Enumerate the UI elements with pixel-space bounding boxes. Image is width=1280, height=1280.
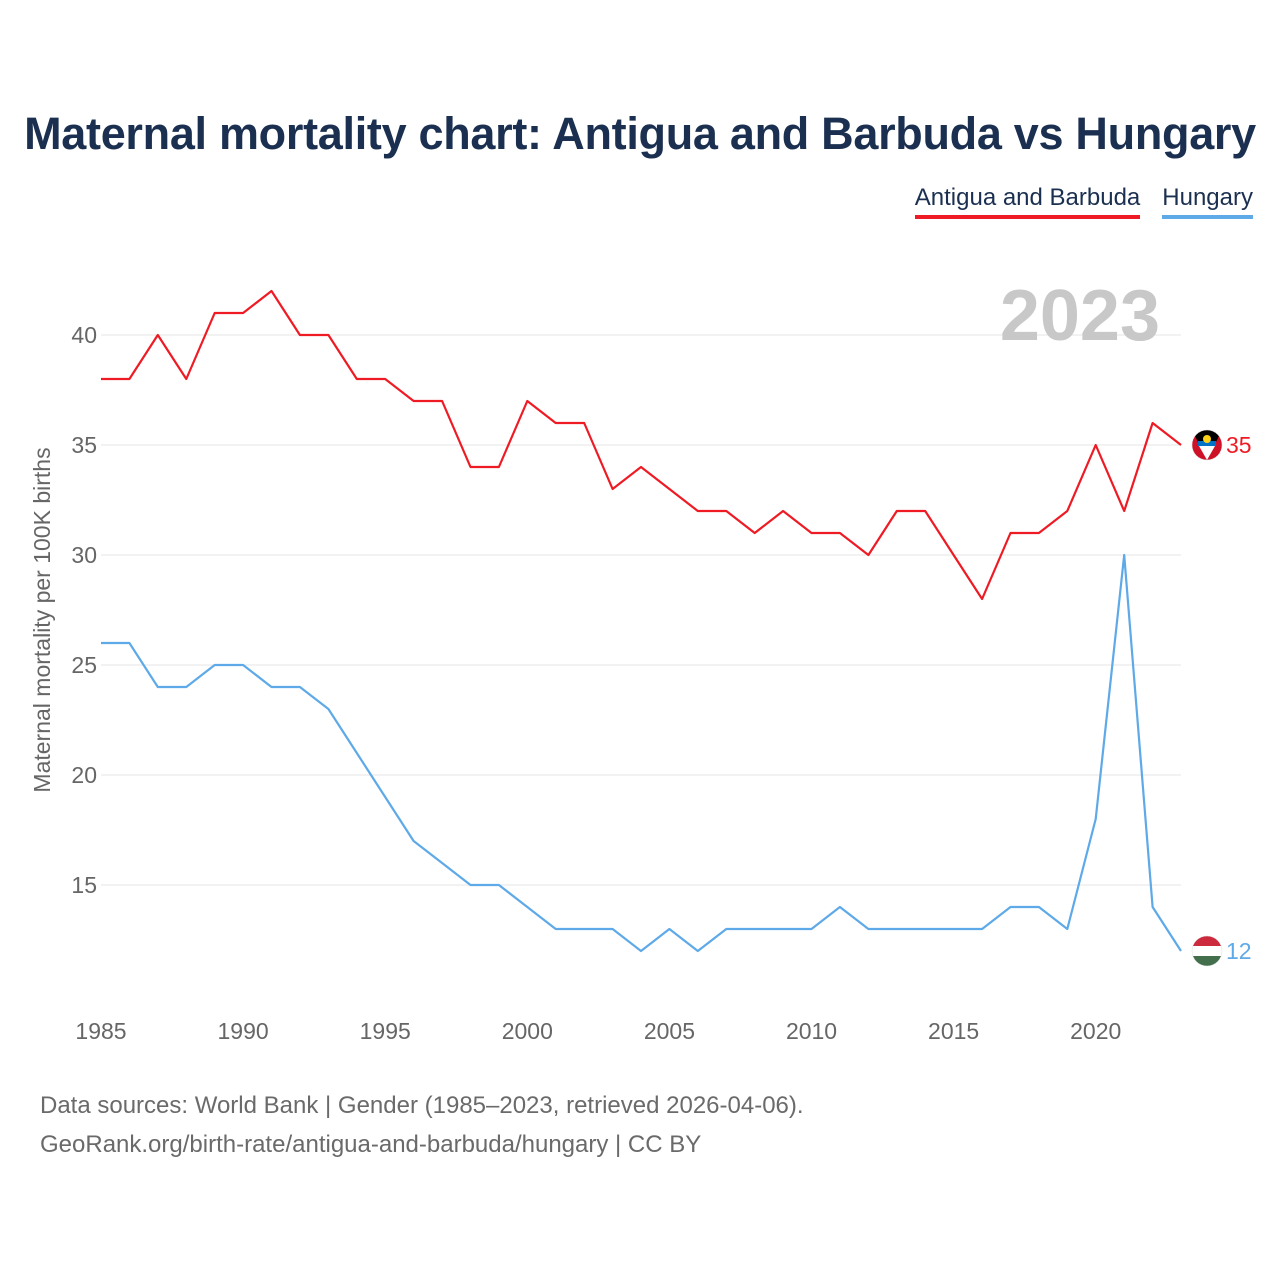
series-end-markers: 35 12	[1191, 429, 1252, 967]
legend-hungary[interactable]: Hungary	[1162, 184, 1253, 219]
x-tick-label: 2020	[1070, 1018, 1121, 1044]
footer-source: Data sources: World Bank | Gender (1985–…	[40, 1092, 804, 1119]
year-watermark: 2023	[1000, 276, 1160, 356]
antigua-and-barbuda-flag-icon	[1191, 429, 1223, 461]
y-axis-label: Maternal mortality per 100K births	[29, 447, 55, 792]
x-tick-label: 1990	[218, 1018, 269, 1044]
series-lines	[101, 289, 1182, 953]
series-line-hungary[interactable]	[101, 553, 1182, 953]
x-tick-label: 2005	[644, 1018, 695, 1044]
x-tick-label: 2010	[786, 1018, 837, 1044]
y-tick-label: 35	[71, 432, 97, 458]
y-axis-ticks: 15 20 25 30 35 40	[71, 322, 97, 898]
y-tick-label: 20	[71, 762, 97, 788]
footer: Data sources: World Bank | Gender (1985–…	[40, 1086, 804, 1164]
series-end-label: 35	[1226, 432, 1252, 458]
y-tick-label: 40	[71, 322, 97, 348]
grid-lines	[101, 334, 1181, 886]
y-tick-label: 15	[71, 872, 97, 898]
x-tick-label: 2015	[928, 1018, 979, 1044]
hungary-flag-icon	[1191, 935, 1223, 967]
x-tick-label: 1985	[75, 1018, 126, 1044]
x-tick-label: 1995	[360, 1018, 411, 1044]
series-end-label: 12	[1226, 938, 1252, 964]
x-axis-ticks: 1985 1990 1995 2000 2005 2010 2015 2020	[75, 1018, 1121, 1044]
x-tick-label: 2000	[502, 1018, 553, 1044]
legend-antigua-and-barbuda[interactable]: Antigua and Barbuda	[914, 184, 1141, 219]
chart-title: Maternal mortality chart: Antigua and Ba…	[24, 108, 1256, 159]
y-tick-label: 30	[71, 542, 97, 568]
series-line-antigua-and-barbuda[interactable]	[101, 289, 1182, 601]
footer-url[interactable]: GeoRank.org/birth-rate/antigua-and-barbu…	[40, 1131, 702, 1158]
line-chart: 2023 15 20 25 30 35 40 1985 1990 1995 2000 2005 20…	[29, 276, 1252, 1044]
legend: Antigua and Barbuda Hungary	[914, 184, 1253, 219]
y-tick-label: 25	[71, 652, 97, 678]
